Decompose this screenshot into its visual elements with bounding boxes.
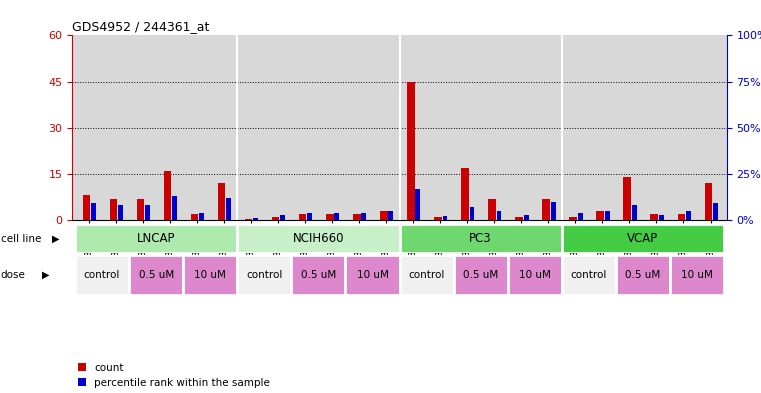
- Bar: [237, 224, 400, 253]
- Bar: [686, 211, 691, 220]
- Bar: [361, 213, 366, 220]
- Text: 10 uM: 10 uM: [194, 270, 226, 280]
- Bar: [129, 255, 183, 295]
- Text: control: control: [571, 270, 607, 280]
- Text: 0.5 uM: 0.5 uM: [139, 270, 174, 280]
- Bar: [110, 198, 117, 220]
- Bar: [489, 198, 496, 220]
- Text: GDS4952 / 244361_at: GDS4952 / 244361_at: [72, 20, 210, 33]
- Bar: [75, 224, 237, 253]
- Bar: [307, 213, 312, 220]
- Bar: [191, 214, 199, 220]
- Bar: [272, 217, 279, 220]
- Bar: [253, 218, 258, 220]
- Bar: [353, 214, 361, 220]
- Bar: [651, 214, 658, 220]
- Bar: [705, 183, 712, 220]
- Bar: [434, 217, 441, 220]
- Text: 10 uM: 10 uM: [519, 270, 551, 280]
- Bar: [597, 211, 604, 220]
- Bar: [237, 255, 291, 295]
- Bar: [91, 204, 96, 220]
- Bar: [137, 198, 145, 220]
- Bar: [388, 211, 393, 220]
- Bar: [713, 204, 718, 220]
- Bar: [508, 255, 562, 295]
- Bar: [659, 215, 664, 220]
- Text: VCAP: VCAP: [627, 232, 658, 245]
- Bar: [326, 214, 333, 220]
- Text: control: control: [409, 270, 444, 280]
- Text: PC3: PC3: [470, 232, 492, 245]
- Text: NCIH660: NCIH660: [293, 232, 344, 245]
- Bar: [569, 217, 577, 220]
- Text: 10 uM: 10 uM: [681, 270, 713, 280]
- Bar: [75, 255, 129, 295]
- Text: 10 uM: 10 uM: [357, 270, 388, 280]
- Bar: [416, 189, 420, 220]
- Bar: [400, 255, 454, 295]
- Bar: [380, 211, 387, 220]
- Bar: [461, 168, 469, 220]
- Bar: [172, 196, 177, 220]
- Bar: [407, 82, 415, 220]
- Bar: [605, 211, 610, 220]
- Bar: [291, 255, 345, 295]
- Bar: [199, 213, 204, 220]
- Bar: [551, 202, 556, 220]
- Bar: [164, 171, 171, 220]
- Bar: [83, 195, 90, 220]
- Text: control: control: [246, 270, 282, 280]
- Bar: [118, 205, 123, 220]
- Text: cell line: cell line: [1, 234, 41, 244]
- Bar: [245, 219, 253, 220]
- Bar: [562, 224, 724, 253]
- Bar: [454, 255, 508, 295]
- Bar: [470, 207, 474, 220]
- Bar: [400, 224, 562, 253]
- Bar: [183, 255, 237, 295]
- Bar: [616, 255, 670, 295]
- Bar: [334, 213, 339, 220]
- Bar: [345, 255, 400, 295]
- Text: LNCAP: LNCAP: [137, 232, 175, 245]
- Bar: [226, 198, 231, 220]
- Bar: [632, 205, 637, 220]
- Text: ▶: ▶: [42, 270, 49, 280]
- Bar: [299, 214, 307, 220]
- Bar: [578, 213, 583, 220]
- Bar: [443, 217, 447, 220]
- Text: dose: dose: [1, 270, 26, 280]
- Bar: [497, 211, 501, 220]
- Text: 0.5 uM: 0.5 uM: [463, 270, 498, 280]
- Bar: [562, 255, 616, 295]
- Bar: [623, 177, 631, 220]
- Bar: [524, 215, 529, 220]
- Bar: [543, 198, 550, 220]
- Text: 0.5 uM: 0.5 uM: [626, 270, 661, 280]
- Text: control: control: [84, 270, 120, 280]
- Bar: [280, 215, 285, 220]
- Legend: count, percentile rank within the sample: count, percentile rank within the sample: [78, 363, 270, 388]
- Bar: [145, 205, 150, 220]
- Bar: [218, 183, 225, 220]
- Bar: [670, 255, 724, 295]
- Text: ▶: ▶: [52, 234, 59, 244]
- Bar: [515, 217, 523, 220]
- Text: 0.5 uM: 0.5 uM: [301, 270, 336, 280]
- Bar: [677, 214, 685, 220]
